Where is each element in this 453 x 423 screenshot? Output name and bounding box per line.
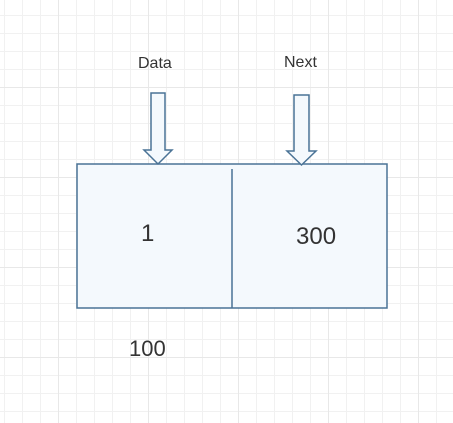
data-field-label: Data	[138, 55, 172, 72]
node-address-label: 100	[129, 336, 166, 361]
next-field-label: Next	[284, 54, 317, 71]
next-arrow[interactable]	[285, 94, 318, 167]
next-cell-value: 300	[296, 223, 337, 250]
data-cell-value: 1	[141, 220, 155, 247]
data-arrow[interactable]	[142, 92, 174, 166]
